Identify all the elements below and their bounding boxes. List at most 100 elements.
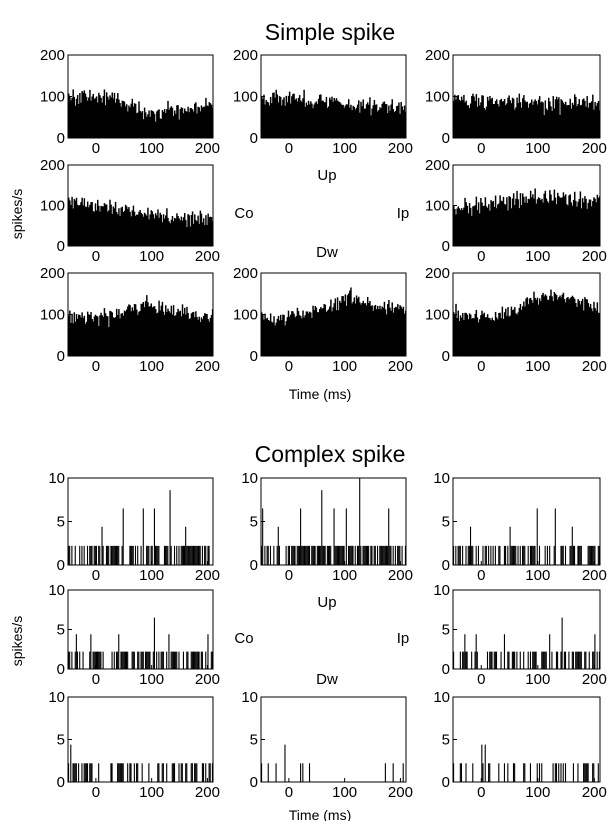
histogram-bar bbox=[269, 313, 272, 356]
histogram-bar bbox=[103, 89, 106, 138]
histogram-bar bbox=[475, 94, 478, 138]
histogram-bar bbox=[98, 325, 100, 356]
histogram-bar bbox=[298, 95, 301, 138]
histogram-bar bbox=[97, 199, 99, 246]
histogram-bar bbox=[585, 106, 587, 138]
histogram-bar bbox=[544, 190, 547, 246]
histogram-bar bbox=[166, 109, 168, 138]
histogram-bar bbox=[269, 96, 272, 138]
histogram-bar bbox=[173, 217, 176, 246]
y-tick-label: 100 bbox=[425, 307, 450, 324]
histogram-bar bbox=[192, 223, 195, 246]
histogram-bar bbox=[105, 315, 108, 356]
histogram-bar bbox=[490, 320, 492, 356]
histogram-bar bbox=[368, 104, 370, 138]
histogram-bar bbox=[102, 316, 105, 356]
histogram-bar bbox=[80, 102, 82, 138]
histogram-bar bbox=[271, 103, 273, 138]
x-tick-label: 100 bbox=[139, 358, 164, 375]
y-tick-label: 10 bbox=[433, 470, 450, 487]
x-tick-label: 100 bbox=[332, 784, 357, 801]
histogram-bar bbox=[177, 215, 179, 246]
histogram-bar bbox=[78, 314, 80, 356]
histogram-bar bbox=[185, 111, 187, 138]
x-tick-label: 200 bbox=[195, 567, 220, 584]
histogram-bar bbox=[334, 298, 337, 356]
histogram-bar bbox=[319, 308, 321, 356]
histogram-bar bbox=[352, 301, 354, 356]
histogram-bar bbox=[163, 218, 166, 246]
histogram-bar bbox=[103, 308, 106, 356]
histogram-bar bbox=[337, 310, 340, 356]
histogram-bar bbox=[559, 295, 561, 356]
histogram-bar bbox=[586, 208, 588, 246]
histogram-bar bbox=[571, 295, 574, 356]
histogram-bar bbox=[278, 96, 281, 138]
histogram-bar bbox=[107, 211, 109, 246]
histogram-bar bbox=[394, 306, 397, 356]
histogram-bar bbox=[348, 99, 350, 138]
histogram-bar bbox=[330, 299, 332, 356]
histogram-bar bbox=[467, 105, 470, 138]
histogram-bar bbox=[291, 96, 293, 138]
histogram-bar bbox=[502, 318, 505, 356]
histogram-bar bbox=[324, 102, 327, 138]
histogram-bar bbox=[491, 201, 493, 246]
histogram-bar bbox=[115, 212, 118, 246]
histogram-bar bbox=[320, 94, 322, 138]
histogram-bar bbox=[473, 206, 475, 246]
histogram-bar bbox=[109, 199, 111, 246]
y-tick-label: 10 bbox=[48, 689, 65, 706]
histogram-bar bbox=[111, 92, 113, 138]
histogram-bar bbox=[79, 314, 81, 356]
histogram-bar bbox=[562, 102, 565, 138]
histogram-bar bbox=[160, 305, 163, 356]
histogram-bar bbox=[167, 308, 169, 356]
histogram-bar bbox=[456, 318, 458, 356]
direction-label-contra-simple: Co bbox=[234, 205, 253, 222]
histogram-bar bbox=[588, 199, 591, 246]
histogram-bar bbox=[168, 221, 170, 246]
histogram-bar bbox=[454, 315, 456, 356]
histogram-bar bbox=[198, 316, 200, 356]
histogram-bar bbox=[459, 315, 462, 356]
histogram-bar bbox=[463, 94, 465, 138]
histogram-bar bbox=[494, 195, 497, 246]
histogram-bar bbox=[322, 100, 324, 138]
histogram-bar bbox=[490, 200, 492, 246]
histogram-bar bbox=[324, 304, 327, 356]
histogram-bar bbox=[306, 105, 309, 138]
histogram-bar bbox=[597, 312, 600, 356]
histogram-bar bbox=[342, 296, 344, 356]
histogram-bar bbox=[75, 98, 78, 138]
histogram-bar bbox=[301, 101, 303, 138]
histogram-bar bbox=[333, 97, 335, 138]
histogram-bar bbox=[282, 314, 284, 356]
histogram-bar bbox=[136, 309, 138, 356]
histogram-bar bbox=[519, 193, 522, 246]
histogram-bar bbox=[94, 97, 97, 138]
histogram-bar bbox=[498, 313, 500, 356]
histogram-bar bbox=[133, 103, 136, 138]
histogram-bar bbox=[321, 100, 323, 138]
histogram-bar bbox=[482, 314, 484, 356]
histogram-bar bbox=[545, 295, 548, 356]
histogram-bar bbox=[114, 102, 117, 138]
panel-simple-top-right: 0 100 200 0 100 200 bbox=[425, 47, 607, 157]
histogram-bar bbox=[499, 195, 501, 246]
histogram-bar bbox=[584, 100, 586, 138]
histogram-bar bbox=[371, 108, 373, 138]
histogram-bar bbox=[206, 225, 208, 246]
histogram-bar bbox=[542, 102, 544, 138]
histogram-bar bbox=[150, 110, 153, 138]
histogram-bar bbox=[525, 298, 527, 356]
x-tick-label: 100 bbox=[525, 358, 550, 375]
histogram-bar bbox=[508, 196, 510, 246]
histogram-bar bbox=[510, 306, 513, 356]
histogram-bar bbox=[459, 210, 462, 246]
panel-simple-top-left: 0 100 200 0 100 200 bbox=[40, 47, 220, 157]
histogram-bar bbox=[561, 100, 564, 138]
histogram-bar bbox=[516, 314, 518, 356]
histogram-bar bbox=[196, 113, 198, 138]
histogram-bar bbox=[523, 95, 525, 138]
